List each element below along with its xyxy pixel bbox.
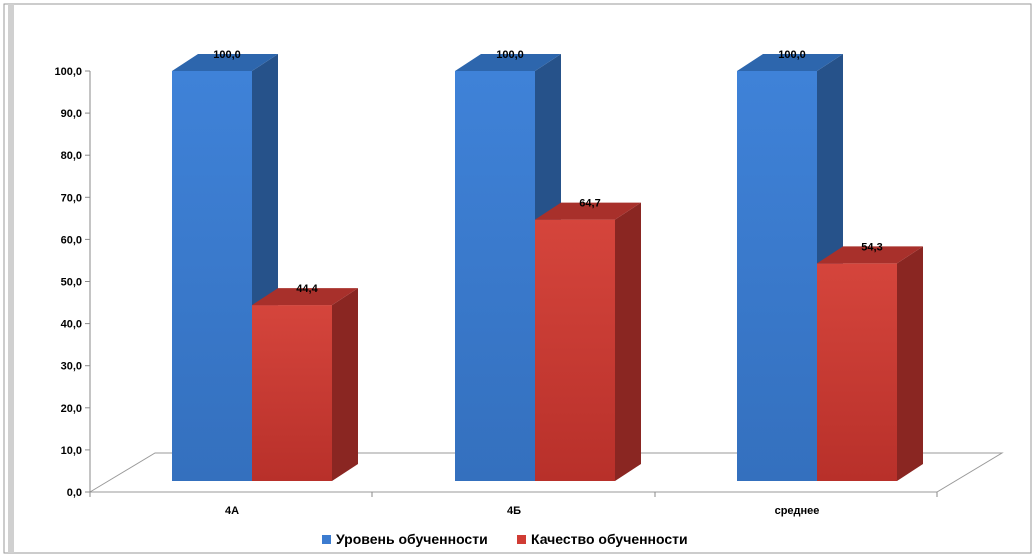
y-tick-label: 40,0 [61, 319, 82, 331]
bar-side-1-1 [615, 202, 641, 481]
y-tick-label: 20,0 [61, 403, 82, 415]
data-label-1-1: 64,7 [579, 198, 600, 210]
y-tick-label: 90,0 [61, 108, 82, 120]
y-tick-label: 50,0 [61, 277, 82, 289]
legend-swatch-0 [322, 535, 331, 544]
bar-top-1-0 [252, 288, 358, 306]
category-label-2: среднее [775, 505, 820, 517]
left-side-bar [8, 4, 14, 553]
bar-front-1-0 [252, 305, 332, 481]
category-label-0: 4А [225, 505, 239, 517]
data-label-0-1: 100,0 [496, 49, 524, 61]
bar-front-0-0 [172, 71, 252, 481]
bar-top-0-1 [455, 54, 561, 71]
data-label-0-2: 100,0 [778, 49, 806, 61]
y-tick-label: 80,0 [61, 150, 82, 162]
bar-front-1-1 [535, 219, 615, 481]
chart-frame [3, 3, 1032, 554]
legend-label-0: Уровень обученности [336, 531, 488, 547]
y-tick-label: 100,0 [54, 66, 82, 78]
y-tick-label: 0,0 [67, 487, 82, 499]
bar-front-0-2 [737, 71, 817, 481]
y-tick-label: 70,0 [61, 192, 82, 204]
y-tick-label: 10,0 [61, 445, 82, 457]
bar-top-0-0 [172, 54, 278, 71]
bar-front-1-2 [817, 263, 897, 481]
bar-side-1-2 [897, 246, 923, 481]
bar-top-1-2 [817, 246, 923, 264]
category-label-1: 4Б [507, 505, 521, 517]
bar-top-1-1 [535, 202, 641, 220]
data-label-0-0: 100,0 [213, 49, 241, 61]
legend-swatch-1 [517, 535, 526, 544]
y-tick-label: 30,0 [61, 361, 82, 373]
legend-label-1: Качество обученности [531, 531, 688, 547]
bar-top-0-2 [737, 54, 843, 71]
data-label-1-0: 44,4 [296, 283, 318, 295]
bar-front-0-1 [455, 71, 535, 481]
y-tick-label: 60,0 [61, 234, 82, 246]
data-label-1-2: 54,3 [861, 241, 882, 253]
bar-side-1-0 [332, 288, 358, 481]
